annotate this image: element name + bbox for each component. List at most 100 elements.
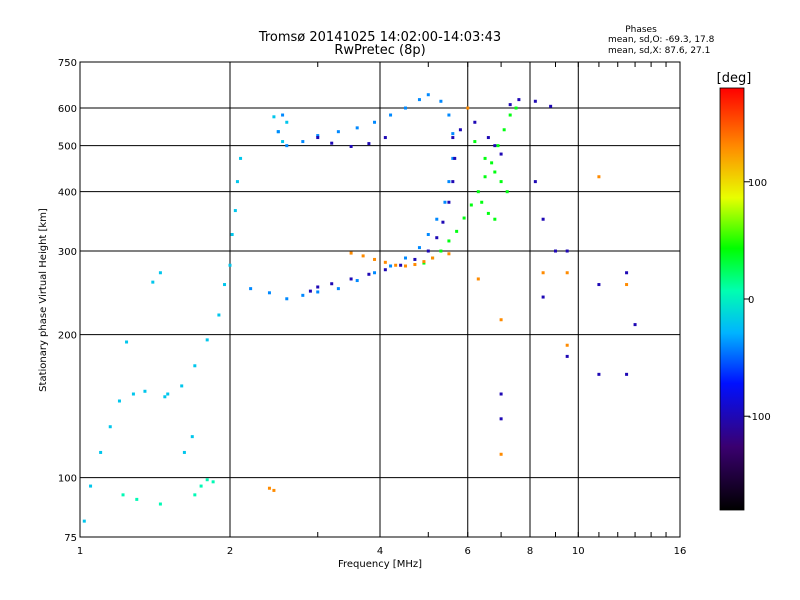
data-point <box>276 130 280 134</box>
data-point <box>389 264 393 268</box>
data-point <box>230 233 234 237</box>
data-point <box>565 271 569 275</box>
data-point <box>383 260 387 264</box>
data-point <box>453 156 457 160</box>
data-point <box>125 340 129 344</box>
data-point <box>367 142 371 146</box>
data-point <box>541 217 545 221</box>
data-point <box>281 140 285 144</box>
data-point <box>451 136 455 140</box>
data-point <box>316 285 320 289</box>
data-point <box>625 271 629 275</box>
data-point <box>458 128 462 132</box>
data-point <box>330 141 334 145</box>
x-tick-label: 2 <box>227 546 233 557</box>
data-point <box>625 372 629 376</box>
data-point <box>316 136 320 140</box>
data-point <box>499 452 503 456</box>
data-point <box>447 239 451 243</box>
data-point <box>466 106 470 110</box>
data-point <box>514 106 518 110</box>
data-point <box>473 120 477 124</box>
grid-lines <box>80 62 680 537</box>
data-point <box>180 384 184 388</box>
data-point <box>462 216 466 220</box>
data-point <box>565 343 569 347</box>
data-point <box>117 399 121 403</box>
data-point <box>508 113 512 117</box>
data-point <box>135 497 139 501</box>
data-point <box>349 144 353 148</box>
data-point <box>502 128 506 132</box>
data-point <box>151 280 155 284</box>
y-tick-label: 200 <box>58 331 77 342</box>
data-point <box>272 115 276 119</box>
y-axis-ticks: 75 100 200 300 400 500 600 750 <box>58 58 77 544</box>
data-point <box>441 220 445 224</box>
data-point <box>316 134 320 138</box>
chart-subtitle: RwPretec (8p) <box>334 43 425 58</box>
data-point <box>373 271 377 275</box>
data-point <box>223 283 227 287</box>
data-point <box>349 251 353 255</box>
data-point <box>486 136 490 140</box>
x-tick-label: 6 <box>465 546 471 557</box>
data-point <box>499 180 503 184</box>
data-point <box>367 272 371 276</box>
data-point <box>413 263 417 267</box>
data-point <box>451 180 455 184</box>
x-tick-label: 10 <box>572 546 585 557</box>
data-point <box>193 364 197 368</box>
data-point <box>476 190 480 194</box>
data-point <box>233 209 237 213</box>
data-point <box>82 519 86 523</box>
data-point <box>330 282 334 286</box>
data-point <box>355 126 359 130</box>
data-point <box>417 246 421 250</box>
data-point <box>121 493 125 497</box>
data-point <box>473 140 477 144</box>
data-point <box>426 93 430 97</box>
data-point <box>499 152 503 156</box>
colorbar-gradient <box>719 87 745 511</box>
data-point <box>163 395 167 399</box>
data-point <box>633 323 637 327</box>
data-point <box>389 113 393 117</box>
data-point <box>308 289 312 293</box>
data-point <box>499 417 503 421</box>
data-point <box>455 229 459 233</box>
colorbar: [deg] 100 0 -100 <box>717 71 771 511</box>
data-point <box>190 435 194 439</box>
data-point <box>403 256 407 260</box>
x-tick-label: 8 <box>527 546 533 557</box>
data-point <box>285 297 289 301</box>
data-point <box>476 277 480 281</box>
data-point <box>499 392 503 396</box>
data-point <box>625 283 629 287</box>
data-point <box>508 103 512 107</box>
data-point <box>439 249 443 253</box>
x-tick-label: 1 <box>77 546 83 557</box>
data-point <box>499 318 503 322</box>
data-point <box>355 279 359 283</box>
data-point <box>166 392 170 396</box>
colorbar-tick-label: 100 <box>748 178 767 189</box>
colorbar-ticks: 100 0 -100 <box>744 178 771 423</box>
data-point <box>211 480 215 484</box>
data-point <box>426 233 430 237</box>
data-point <box>267 291 271 295</box>
data-point <box>373 257 377 261</box>
data-point <box>205 478 209 482</box>
data-point <box>549 104 553 108</box>
data-point <box>431 256 435 260</box>
data-point <box>413 257 417 261</box>
y-tick-label: 500 <box>58 142 77 153</box>
data-point <box>565 354 569 358</box>
stats-line-x: mean, sd,X: 87.6, 27.1 <box>608 46 710 56</box>
data-point <box>533 99 537 103</box>
data-point <box>451 156 455 160</box>
data-point <box>553 249 557 253</box>
y-tick-label: 100 <box>58 474 77 485</box>
x-axis-label: Frequency [MHz] <box>338 559 422 570</box>
data-point <box>272 488 276 492</box>
